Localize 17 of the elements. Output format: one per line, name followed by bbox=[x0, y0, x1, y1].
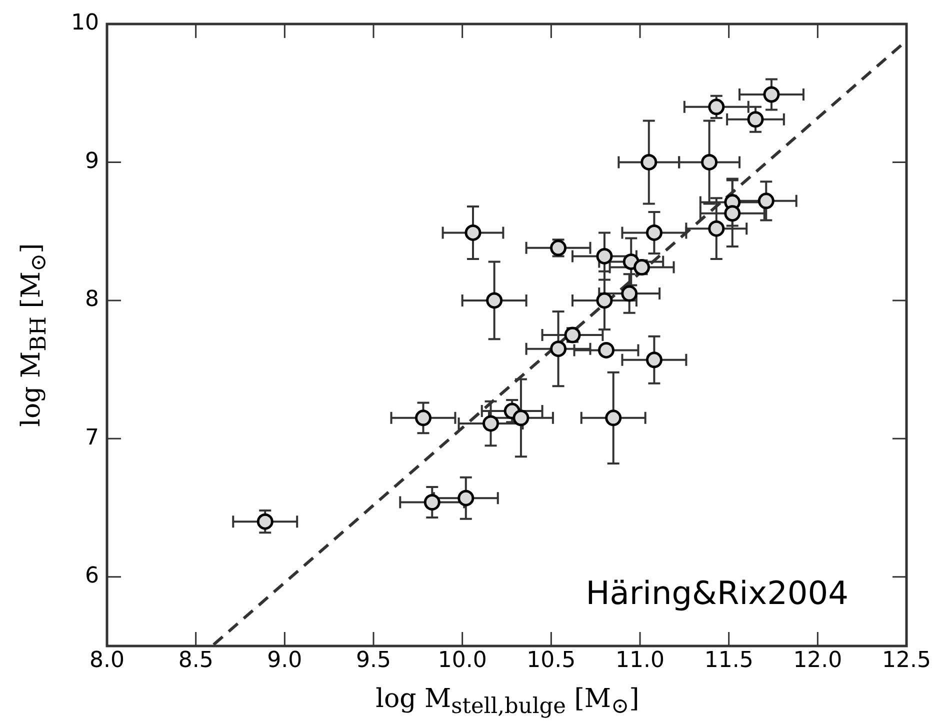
x-tick-label: 10.0 bbox=[438, 648, 487, 673]
x-tick-label: 9.0 bbox=[267, 648, 302, 673]
x-tick-label: 10.5 bbox=[526, 648, 576, 673]
y-tick-label: 7 bbox=[85, 425, 99, 450]
x-tick-label: 12.5 bbox=[882, 648, 931, 673]
annotation: Häring&Rix2004 bbox=[586, 574, 849, 612]
y-tick-label: 10 bbox=[71, 10, 99, 36]
y-tick-label: 9 bbox=[85, 148, 99, 174]
x-axis-title: log M$_{stell,bulge}$ [M$_{⊙}$] bbox=[374, 684, 640, 720]
x-tick-label: 11.0 bbox=[616, 648, 664, 673]
x-tick-label: 12.0 bbox=[793, 648, 842, 673]
x-tick-label: 11.5 bbox=[704, 648, 754, 673]
y-tick-label: 8 bbox=[85, 287, 99, 312]
x-tick-label: 8.5 bbox=[178, 648, 214, 673]
x-tick-label: 9.5 bbox=[356, 648, 392, 673]
x-tick-label: 8.0 bbox=[90, 648, 124, 673]
y-tick-label: 6 bbox=[85, 564, 99, 589]
